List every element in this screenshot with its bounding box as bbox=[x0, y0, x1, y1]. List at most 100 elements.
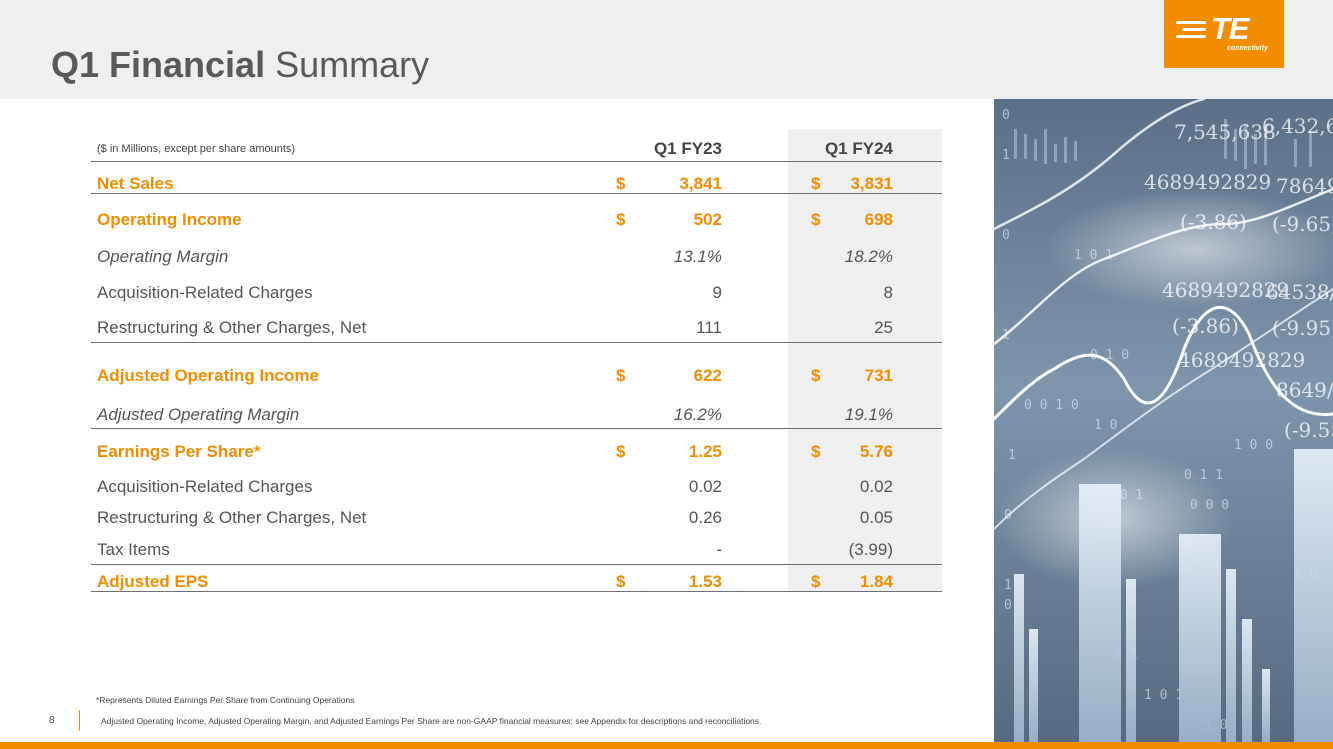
row-currency-fy23: $ bbox=[616, 174, 626, 193]
row-value-fy24: 0.02 bbox=[859, 477, 893, 496]
row-currency-fy23: $ bbox=[616, 572, 626, 591]
header-divider bbox=[91, 161, 942, 162]
row-value-fy23: 16.2% bbox=[673, 405, 722, 424]
row-value-fy24: 3,831 bbox=[850, 174, 893, 193]
logo-stripe bbox=[1182, 28, 1206, 31]
svg-text:0 1 1: 0 1 1 bbox=[1184, 468, 1223, 483]
financial-data-photo: 7,545,638 6,432,65 4689492829 78649/47 (… bbox=[994, 99, 1333, 742]
row-value-fy23: 9 bbox=[712, 283, 722, 302]
col-header-q1-fy24: Q1 FY24 bbox=[824, 139, 893, 158]
table-row: Adjusted Operating Margin 16.2% 19.1% bbox=[91, 405, 942, 427]
row-divider bbox=[91, 564, 942, 565]
footnote: *Represents Diluted Earnings Per Share f… bbox=[96, 695, 355, 705]
row-divider bbox=[91, 428, 942, 429]
table-row: Acquisition-Related Charges 9 8 bbox=[91, 283, 942, 305]
logo-stripe bbox=[1176, 35, 1206, 38]
svg-text:1 0 1: 1 0 1 bbox=[1074, 248, 1113, 263]
row-currency-fy24: $ bbox=[811, 572, 821, 591]
row-label-net-sales: Net Sales bbox=[97, 174, 174, 193]
row-value-fy23: 1.53 bbox=[688, 572, 722, 591]
table-row: Operating Income $ 502 $ 698 bbox=[91, 210, 942, 232]
ticker-number: 6,432,65 bbox=[1262, 114, 1333, 138]
row-value-fy24: 19.1% bbox=[844, 405, 893, 424]
logo-subtitle: connectivity bbox=[1227, 45, 1268, 52]
row-divider bbox=[91, 591, 942, 592]
ticker-number: 78649/47 bbox=[1276, 174, 1333, 198]
row-divider bbox=[91, 193, 942, 194]
row-label-tax-items: Tax Items bbox=[97, 540, 170, 559]
row-divider bbox=[91, 342, 942, 343]
row-value-fy23: 111 bbox=[696, 318, 722, 337]
page-title-bold: Q1 Financial bbox=[51, 44, 266, 85]
row-value-fy24: 0.05 bbox=[859, 508, 893, 527]
ticker-number: 4689492829 bbox=[1178, 348, 1305, 372]
row-value-fy23: - bbox=[716, 540, 722, 559]
col-header-q1-fy23: Q1 FY23 bbox=[653, 139, 722, 158]
units-note: ($ in Millions, except per share amounts… bbox=[97, 143, 296, 155]
row-label-acquisition-charges: Acquisition-Related Charges bbox=[97, 283, 313, 302]
svg-text:1 0: 1 0 bbox=[1094, 418, 1117, 433]
row-value-fy24: 5.76 bbox=[859, 442, 893, 461]
row-label-restructuring-charges: Restructuring & Other Charges, Net bbox=[97, 318, 367, 337]
row-value-fy23: 502 bbox=[693, 210, 722, 229]
row-label-restructuring-charges-eps: Restructuring & Other Charges, Net bbox=[97, 508, 367, 527]
row-currency-fy24: $ bbox=[811, 174, 821, 193]
row-value-fy24: 731 bbox=[864, 366, 893, 385]
svg-text:0: 0 bbox=[1002, 108, 1010, 123]
table-header-row: ($ in Millions, except per share amounts… bbox=[91, 139, 942, 161]
page-number: 8 bbox=[49, 715, 55, 726]
ticker-number: (-9.65) bbox=[1272, 212, 1333, 236]
row-currency-fy24: $ bbox=[811, 366, 821, 385]
table-row: Restructuring & Other Charges, Net 0.26 … bbox=[91, 508, 942, 530]
svg-text:1: 1 bbox=[1004, 578, 1012, 593]
te-connectivity-logo: TE connectivity bbox=[1164, 0, 1284, 68]
row-value-fy24: 18.2% bbox=[844, 247, 893, 266]
table-row: Earnings Per Share* $ 1.25 $ 5.76 bbox=[91, 442, 942, 464]
footer-divider bbox=[79, 710, 80, 731]
row-label-acquisition-charges-eps: Acquisition-Related Charges bbox=[97, 477, 313, 496]
table-row: Adjusted EPS $ 1.53 $ 1.84 bbox=[91, 572, 942, 594]
ticker-number: (-3.86) bbox=[1172, 314, 1239, 338]
row-value-fy23: 13.1% bbox=[673, 247, 722, 266]
svg-text:1: 1 bbox=[1002, 148, 1010, 163]
table-row: Restructuring & Other Charges, Net 111 2… bbox=[91, 318, 942, 340]
fy24-column-shade bbox=[788, 129, 942, 592]
bottom-accent-bar bbox=[0, 742, 1333, 749]
ticker-number: 4689492829 bbox=[1162, 278, 1289, 302]
row-value-fy24: 25 bbox=[874, 318, 893, 337]
table-row: Tax Items - (3.99) bbox=[91, 540, 942, 562]
svg-text:0: 0 bbox=[1002, 228, 1010, 243]
row-label-earnings-per-share: Earnings Per Share* bbox=[97, 442, 261, 461]
row-currency-fy23: $ bbox=[616, 442, 626, 461]
svg-text:0: 0 bbox=[1004, 598, 1012, 613]
logo-mark: TE bbox=[1211, 11, 1250, 46]
non-gaap-disclaimer: Adjusted Operating Income, Adjusted Oper… bbox=[101, 716, 762, 726]
ticker-number: (-9.55) bbox=[1284, 418, 1333, 442]
row-value-fy23: 0.02 bbox=[688, 477, 722, 496]
row-currency-fy24: $ bbox=[811, 210, 821, 229]
ticker-number: 7,545,638 bbox=[1174, 120, 1276, 144]
header-band bbox=[0, 0, 1333, 99]
row-value-fy24: (3.99) bbox=[848, 540, 893, 559]
svg-text:0 0 0: 0 0 0 bbox=[1190, 498, 1229, 513]
row-label-adjusted-eps: Adjusted EPS bbox=[97, 572, 209, 591]
row-value-fy23: 0.26 bbox=[688, 508, 722, 527]
row-currency-fy23: $ bbox=[616, 366, 626, 385]
table-row: Adjusted Operating Income $ 622 $ 731 bbox=[91, 366, 942, 388]
table-row: Net Sales $ 3,841 $ 3,831 bbox=[91, 174, 942, 196]
row-value-fy24: 1.84 bbox=[859, 572, 893, 591]
ticker-number: 64538/754 bbox=[1266, 280, 1333, 304]
row-label-adjusted-operating-income: Adjusted Operating Income bbox=[97, 366, 319, 385]
svg-text:1: 1 bbox=[1008, 448, 1016, 463]
ticker-number: 4689492829 bbox=[1144, 170, 1271, 194]
logo-stripe bbox=[1176, 21, 1206, 24]
row-label-adjusted-operating-margin: Adjusted Operating Margin bbox=[97, 405, 300, 424]
svg-text:0 0 1 0: 0 0 1 0 bbox=[1024, 398, 1079, 413]
table-row: Operating Margin 13.1% 18.2% bbox=[91, 247, 942, 269]
page-title-rest: Summary bbox=[275, 44, 430, 85]
row-label-operating-income: Operating Income bbox=[97, 210, 242, 229]
row-label-operating-margin: Operating Margin bbox=[97, 247, 229, 266]
row-currency-fy23: $ bbox=[616, 210, 626, 229]
ticker-number: (-9.95) bbox=[1272, 316, 1333, 340]
row-value-fy24: 8 bbox=[883, 283, 893, 302]
